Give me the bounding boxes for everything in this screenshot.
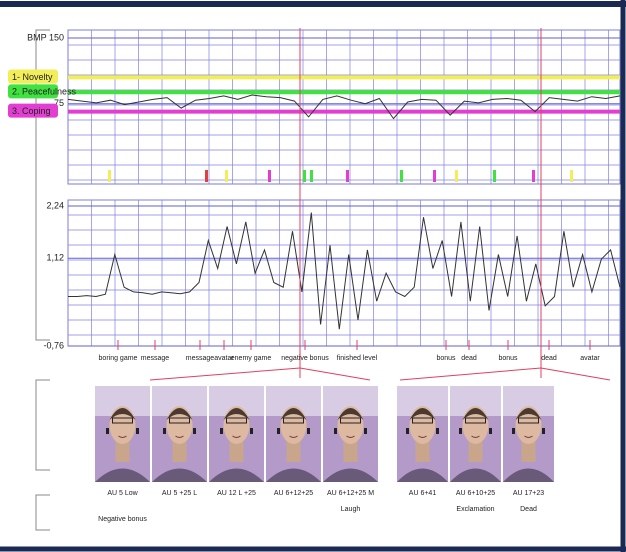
- event-marker: [400, 170, 403, 182]
- event-marker: [493, 170, 496, 182]
- face-note: Negative bonus: [98, 516, 147, 523]
- event-marker: [205, 170, 208, 182]
- event-label: message: [141, 355, 170, 362]
- event-marker: [310, 170, 313, 182]
- event-label: dead: [461, 355, 477, 362]
- event-label: boring game: [99, 355, 138, 362]
- face-note: Dead: [520, 506, 537, 513]
- face-note: Exclamation: [456, 506, 494, 513]
- face-au-label: AU 12 L +25: [217, 490, 256, 497]
- face-au-label: AU 6+12+25 M: [327, 490, 374, 497]
- legend-label: 3. Coping: [12, 106, 51, 116]
- face-au-label: AU 6+12+25: [274, 490, 313, 497]
- figure: BMP 150751- Novelty2. Peacefulness3. Cop…: [0, 0, 626, 552]
- event-marker: [346, 170, 349, 182]
- event-label: enemy game: [231, 355, 272, 362]
- event-marker: [433, 170, 436, 182]
- event-label: avatar: [580, 355, 600, 362]
- event-label: dead: [541, 355, 557, 362]
- face-note: Laugh: [341, 506, 361, 513]
- event-marker: [455, 170, 458, 182]
- event-marker: [303, 170, 306, 182]
- face-au-label: AU 6+41: [409, 490, 437, 497]
- event-label: negative bonus: [281, 355, 329, 362]
- face-au-label: AU 5 +25 L: [162, 490, 197, 497]
- event-marker: [570, 170, 573, 182]
- face-au-label: AU 6+10+25: [456, 490, 495, 497]
- legend-label: 1- Novelty: [12, 72, 53, 82]
- plot-area: [68, 30, 620, 184]
- event-marker: [532, 170, 535, 182]
- event-label: bonus: [436, 355, 456, 362]
- event-marker: [225, 170, 228, 182]
- face-au-label: AU 17+23: [513, 490, 544, 497]
- event-label: finished level: [337, 355, 378, 362]
- y-tick-label: -0,76: [43, 340, 64, 350]
- event-marker: [108, 170, 111, 182]
- event-marker: [268, 170, 271, 182]
- face-au-label: AU 5 Low: [107, 490, 138, 497]
- event-label: message: [186, 355, 215, 362]
- legend-label: 2. Peacefulness: [12, 87, 77, 97]
- y-tick-label: 1,12: [46, 253, 64, 263]
- plot-area: [68, 200, 620, 346]
- y-tick-label: 2,24: [46, 200, 64, 210]
- y-tick-label: BMP 150: [27, 32, 64, 42]
- event-label: bonus: [498, 355, 518, 362]
